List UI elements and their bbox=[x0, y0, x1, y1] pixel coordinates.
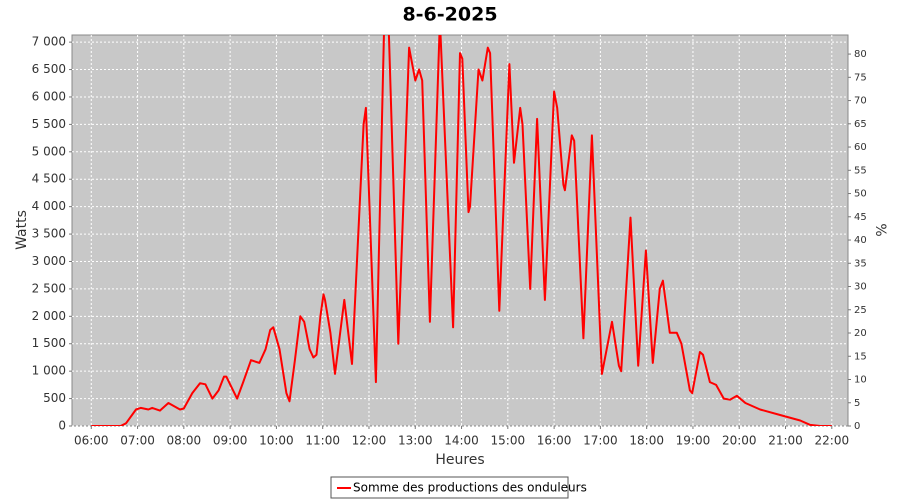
y2-tick-label: 55 bbox=[854, 165, 867, 176]
legend bbox=[330, 476, 569, 499]
y2-tick-label: 30 bbox=[854, 282, 867, 293]
y2-tick-label: 0 bbox=[854, 421, 860, 432]
x-tick-label: 20:00 bbox=[722, 434, 757, 448]
x-tick-label: 19:00 bbox=[676, 434, 711, 448]
y-tick-label: 6 500 bbox=[32, 62, 66, 76]
y-tick-label: 7 000 bbox=[32, 35, 66, 49]
x-tick-label: 09:00 bbox=[213, 434, 248, 448]
y-tick-label: 6 000 bbox=[32, 89, 66, 103]
y2-axis-label: % bbox=[872, 223, 888, 236]
y-tick-label: 3 500 bbox=[32, 227, 66, 241]
y2-tick-label: 40 bbox=[854, 235, 867, 246]
x-tick-label: 14:00 bbox=[444, 434, 479, 448]
y-tick-label: 1 500 bbox=[32, 336, 66, 350]
plot-area bbox=[71, 34, 849, 427]
x-tick-label: 15:00 bbox=[491, 434, 526, 448]
y2-tick-label: 35 bbox=[854, 258, 867, 269]
y-tick-label: 0 bbox=[58, 419, 66, 433]
x-tick-label: 12:00 bbox=[352, 434, 387, 448]
x-tick-label: 07:00 bbox=[120, 434, 155, 448]
x-tick-label: 10:00 bbox=[259, 434, 294, 448]
y-tick-label: 2 500 bbox=[32, 281, 66, 295]
x-tick-label: 16:00 bbox=[537, 434, 572, 448]
y2-tick-label: 75 bbox=[854, 72, 867, 83]
y2-tick-label: 80 bbox=[854, 49, 867, 60]
grid bbox=[72, 35, 848, 427]
y2-tick-label: 25 bbox=[854, 305, 867, 316]
series-line bbox=[91, 35, 832, 426]
x-tick-label: 17:00 bbox=[583, 434, 618, 448]
y2-tick-label: 10 bbox=[854, 375, 867, 386]
y2-tick-label: 20 bbox=[854, 328, 867, 339]
y-tick-label: 1 000 bbox=[32, 364, 66, 378]
y2-tick-label: 45 bbox=[854, 212, 867, 223]
x-tick-label: 22:00 bbox=[815, 434, 850, 448]
x-axis-label: Heures bbox=[435, 452, 484, 468]
x-tick-label: 18:00 bbox=[629, 434, 664, 448]
y2-tick-label: 70 bbox=[854, 96, 867, 107]
x-tick-label: 13:00 bbox=[398, 434, 433, 448]
y-tick-label: 5 500 bbox=[32, 117, 66, 131]
y-tick-label: 500 bbox=[43, 391, 66, 405]
x-tick-label: 08:00 bbox=[167, 434, 202, 448]
y2-tick-label: 60 bbox=[854, 142, 867, 153]
y2-tick-label: 5 bbox=[854, 398, 860, 409]
x-tick-label: 11:00 bbox=[305, 434, 340, 448]
x-tick-label: 06:00 bbox=[74, 434, 109, 448]
y-axis-label: Watts bbox=[14, 210, 30, 250]
y-tick-label: 3 000 bbox=[32, 254, 66, 268]
lines bbox=[91, 35, 832, 426]
y-tick-label: 4 500 bbox=[32, 172, 66, 186]
y2-tick-label: 50 bbox=[854, 189, 867, 200]
y2-tick-label: 65 bbox=[854, 119, 867, 130]
x-tick-label: 21:00 bbox=[768, 434, 803, 448]
y-tick-label: 4 000 bbox=[32, 199, 66, 213]
chart-title: 8-6-2025 bbox=[402, 4, 497, 26]
legend-label: Somme des productions des onduleurs bbox=[353, 481, 587, 495]
y-tick-label: 5 000 bbox=[32, 144, 66, 158]
y2-tick-label: 15 bbox=[854, 351, 867, 362]
y-tick-label: 2 000 bbox=[32, 309, 66, 323]
